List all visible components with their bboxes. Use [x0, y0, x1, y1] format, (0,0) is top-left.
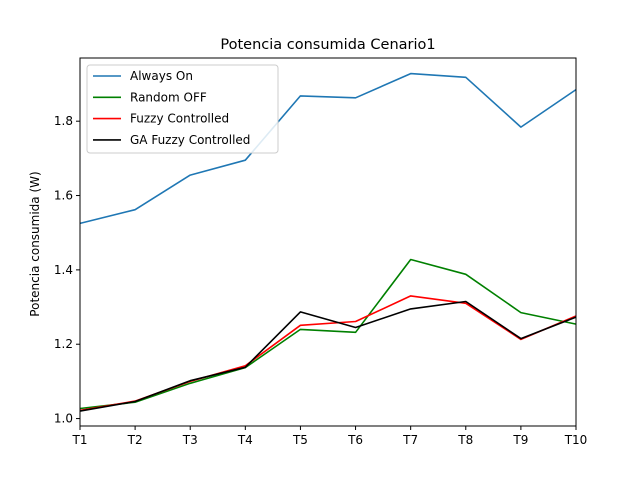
- x-tick-label: T8: [457, 433, 473, 447]
- y-tick-label: 1.4: [54, 263, 73, 277]
- y-tick-label: 1.6: [54, 189, 73, 203]
- ticks-layer: T1 T2 T3 T4 T5 T6 T7 T8 T9 T10 1.0 1.2 1.4 1.6 1.8: [54, 114, 587, 447]
- series-line-3: [79, 300, 577, 412]
- chart-title: Potencia consumida Cenario1: [220, 37, 435, 53]
- legend-label: Always On: [130, 69, 193, 83]
- legend-box: [86, 64, 279, 154]
- y-axis-label: Potencia consumida (W): [28, 171, 42, 316]
- x-tick-label: T3: [182, 433, 198, 447]
- legend-label: GA Fuzzy Controlled: [130, 133, 250, 147]
- x-tick-label: T9: [512, 433, 528, 447]
- x-tick-label: T7: [402, 433, 418, 447]
- series-line-0: [79, 72, 577, 225]
- x-tick-label: T1: [72, 433, 88, 447]
- x-tick-label: T10: [564, 433, 588, 447]
- x-tick-label: T5: [292, 433, 308, 447]
- legend: Always On Random OFF Fuzzy Controlled GA Fu…: [86, 64, 279, 154]
- series-line-1: [79, 258, 577, 410]
- y-tick-label: 1.0: [54, 412, 73, 426]
- x-tick-label: T4: [237, 433, 253, 447]
- series-layer: [79, 72, 577, 412]
- legend-label: Fuzzy Controlled: [130, 112, 229, 126]
- series-line-2: [79, 295, 577, 412]
- y-tick-label: 1.8: [54, 114, 73, 128]
- y-tick-label: 1.2: [54, 337, 73, 351]
- legend-label: Random OFF: [130, 90, 207, 104]
- plot-frame: [79, 57, 577, 427]
- x-tick-label: T6: [347, 433, 363, 447]
- x-tick-label: T2: [127, 433, 143, 447]
